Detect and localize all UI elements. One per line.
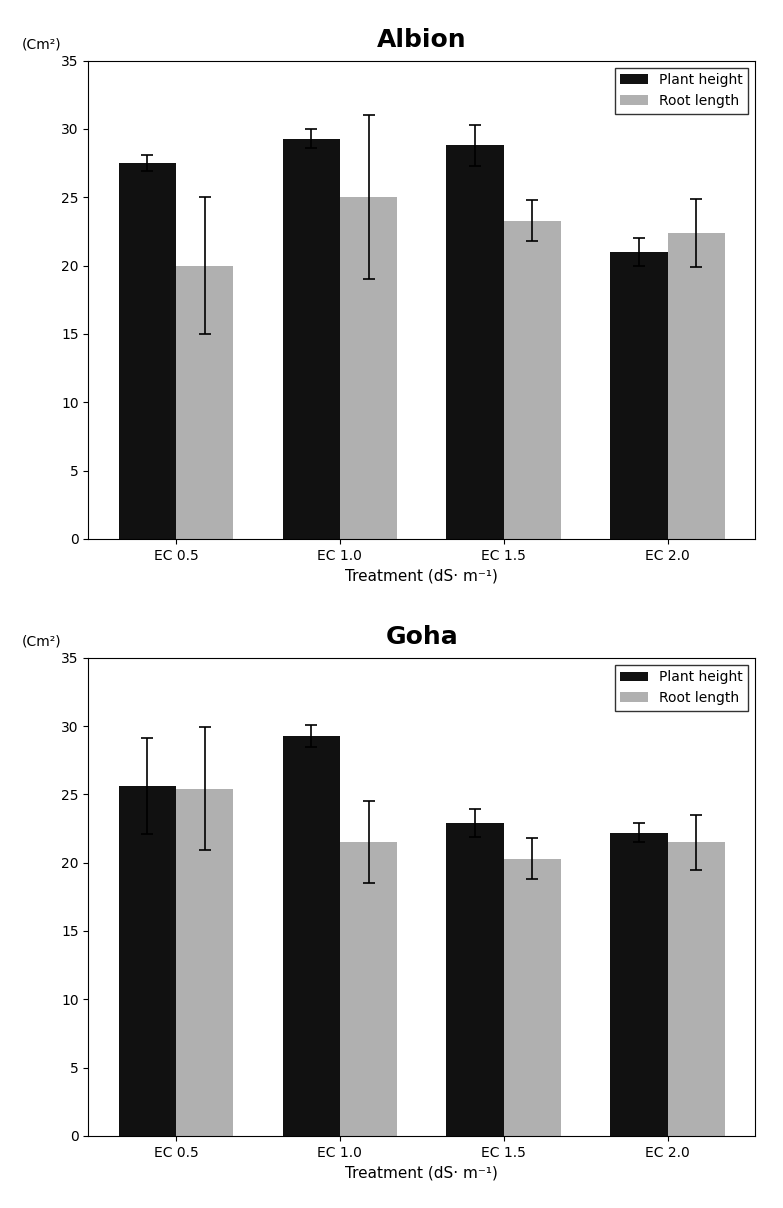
Bar — [668, 842, 725, 1136]
Bar — [340, 197, 397, 539]
Title: Albion: Albion — [377, 28, 467, 52]
X-axis label: Treatment (dS· m⁻¹): Treatment (dS· m⁻¹) — [345, 1166, 498, 1180]
Legend: Plant height, Root length: Plant height, Root length — [615, 68, 749, 114]
X-axis label: Treatment (dS· m⁻¹): Treatment (dS· m⁻¹) — [345, 568, 498, 583]
Bar — [446, 145, 503, 539]
Bar — [176, 266, 233, 539]
Bar — [610, 832, 668, 1136]
Bar — [283, 139, 340, 539]
Bar — [446, 823, 503, 1136]
Bar — [176, 789, 233, 1136]
Text: (Cm²): (Cm²) — [22, 634, 61, 649]
Bar — [503, 859, 561, 1136]
Bar — [340, 842, 397, 1136]
Bar — [610, 252, 668, 539]
Bar — [283, 736, 340, 1136]
Legend: Plant height, Root length: Plant height, Root length — [615, 664, 749, 710]
Title: Goha: Goha — [385, 625, 458, 649]
Bar — [119, 163, 176, 539]
Bar — [503, 221, 561, 539]
Text: (Cm²): (Cm²) — [22, 37, 61, 51]
Bar — [119, 786, 176, 1136]
Bar — [668, 233, 725, 539]
